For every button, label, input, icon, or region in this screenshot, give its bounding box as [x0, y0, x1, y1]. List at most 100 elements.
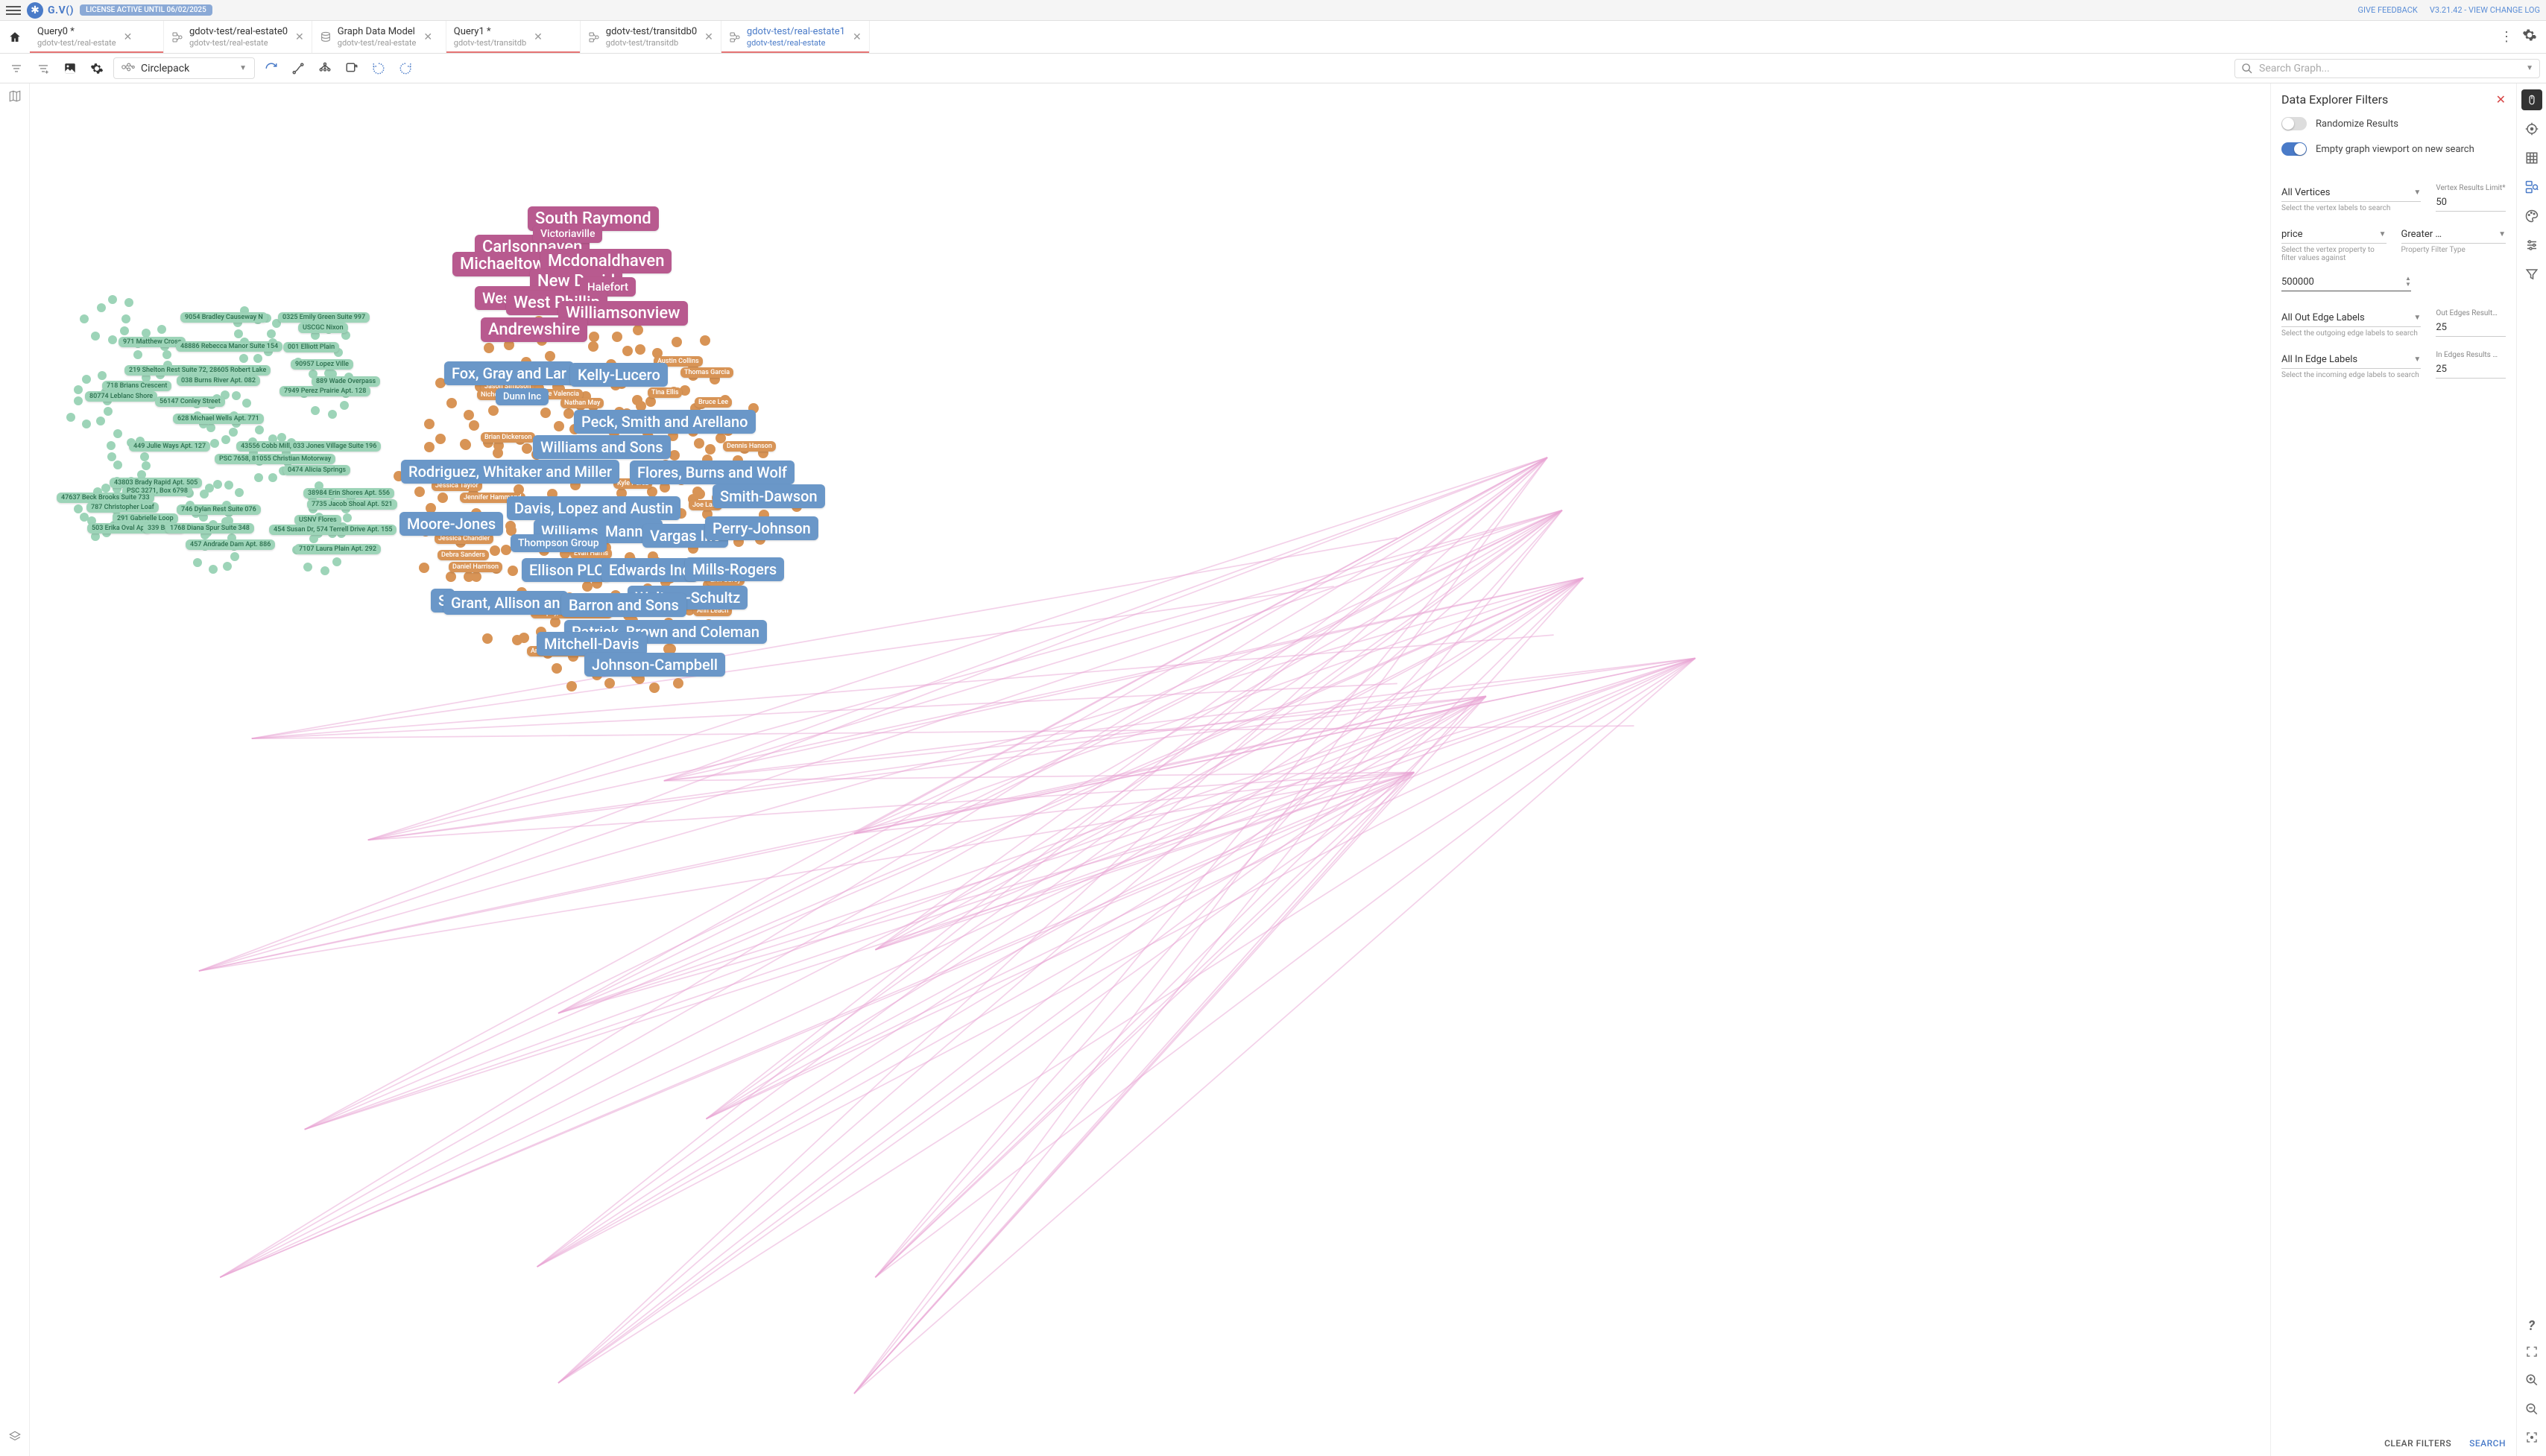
- graph-node-dot[interactable]: [508, 566, 518, 576]
- graph-node[interactable]: Nathan May: [560, 398, 604, 408]
- caret-down-icon[interactable]: ▼: [2526, 64, 2533, 72]
- graph-node-dot[interactable]: [108, 295, 117, 304]
- close-icon[interactable]: ✕: [853, 31, 862, 43]
- palette-icon[interactable]: [2525, 209, 2539, 227]
- graph-node[interactable]: 47637 Beck Brooks Suite 733: [57, 493, 154, 503]
- graph-node-dot[interactable]: [705, 444, 716, 455]
- graph-node[interactable]: Smith-Dawson: [713, 484, 825, 508]
- graph-node-dot[interactable]: [107, 452, 116, 461]
- graph-node-dot[interactable]: [612, 332, 622, 342]
- graph-node-dot[interactable]: [540, 408, 551, 418]
- graph-node[interactable]: Grant, Allison an: [443, 591, 568, 615]
- tab[interactable]: Query1 *gdotv-test/transitdb✕: [446, 21, 581, 53]
- help-icon[interactable]: ?: [2528, 1318, 2535, 1334]
- graph-node[interactable]: Debra Sanders: [438, 550, 489, 560]
- graph-node-dot[interactable]: [484, 343, 494, 353]
- graph-node[interactable]: Williams and Sons: [533, 435, 671, 459]
- graph-node-dot[interactable]: [205, 484, 214, 493]
- graph-node-dot[interactable]: [96, 417, 105, 425]
- graph-node-dot[interactable]: [223, 562, 232, 571]
- vertices-select[interactable]: All Vertices ▼: [2281, 184, 2421, 202]
- out-limit-input[interactable]: 25: [2436, 319, 2506, 337]
- sliders-icon[interactable]: [2525, 238, 2539, 256]
- settings-icon[interactable]: [2522, 28, 2537, 46]
- graph-node-dot[interactable]: [563, 408, 574, 419]
- graph-node-dot[interactable]: [519, 633, 529, 643]
- graph-node[interactable]: 219 Shelton Rest Suite 72, 28605 Robert …: [124, 365, 271, 376]
- graph-node-dot[interactable]: [157, 325, 166, 334]
- vertex-limit-input[interactable]: 50: [2436, 194, 2506, 212]
- home-icon[interactable]: [0, 21, 30, 53]
- table-icon[interactable]: [2525, 151, 2539, 168]
- graph-node[interactable]: USNV Flores: [294, 515, 341, 525]
- graph-node-dot[interactable]: [505, 521, 516, 531]
- graph-node[interactable]: 48886 Rebecca Manor Suite 154: [176, 341, 282, 352]
- graph-node-dot[interactable]: [120, 326, 129, 335]
- graph-node[interactable]: Tina Ellis: [648, 387, 682, 398]
- graph-node[interactable]: Fox, Gray and Lar: [444, 361, 574, 385]
- graph-node[interactable]: Victoriaville: [533, 225, 602, 243]
- graph-node[interactable]: PSC 7658, 81055 Christian Motorway: [215, 454, 335, 464]
- graph-node-dot[interactable]: [66, 413, 75, 422]
- graph-node[interactable]: Thompson Group: [511, 534, 607, 552]
- graph-node-dot[interactable]: [490, 545, 500, 556]
- graph-node-dot[interactable]: [604, 678, 615, 689]
- graph-node-dot[interactable]: [309, 534, 318, 543]
- graph-node[interactable]: Rodriguez, Whitaker and Miller: [401, 460, 619, 484]
- tab[interactable]: gdotv-test/real-estate1gdotv-test/real-e…: [721, 21, 870, 53]
- graph-node[interactable]: 449 Julie Ways Apt. 127: [129, 441, 210, 452]
- graph-node[interactable]: Kelly-Lucero: [570, 363, 668, 387]
- graph-node[interactable]: 628 Michael Wells Apt. 771: [173, 414, 264, 424]
- zoom-out-icon[interactable]: [2525, 1402, 2539, 1419]
- graph-node[interactable]: Peck, Smith and Arellano: [574, 410, 756, 434]
- graph-node[interactable]: Ellison PLC: [522, 558, 611, 582]
- graph-node[interactable]: Daniel Harrison: [449, 562, 502, 572]
- spinner-icon[interactable]: ▲▼: [2405, 276, 2411, 288]
- feedback-link[interactable]: GIVE FEEDBACK: [2358, 5, 2418, 15]
- graph-node-dot[interactable]: [320, 566, 329, 575]
- graph-node[interactable]: 746 Dylan Rest Suite 076: [177, 504, 261, 515]
- graph-node-dot[interactable]: [229, 428, 238, 437]
- graph-node[interactable]: Andrewshire: [481, 317, 587, 342]
- graph-node-dot[interactable]: [91, 332, 100, 341]
- graph-node-dot[interactable]: [121, 314, 130, 323]
- graph-node[interactable]: 7107 Laura Plain Apt. 292: [294, 544, 381, 554]
- graph-node-dot[interactable]: [230, 552, 239, 561]
- layers-icon[interactable]: [8, 1431, 22, 1447]
- graph-node-dot[interactable]: [340, 401, 349, 410]
- graph-node[interactable]: 56147 Conley Street: [155, 396, 225, 407]
- search-box[interactable]: ▼: [2234, 59, 2540, 78]
- in-limit-input[interactable]: 25: [2436, 361, 2506, 379]
- graph-node-dot[interactable]: [545, 351, 555, 361]
- graph-node[interactable]: 001 Elliott Plain: [283, 342, 339, 352]
- graph-node[interactable]: 0474 Alicia Springs: [283, 465, 350, 475]
- fit-icon[interactable]: [2526, 1431, 2538, 1447]
- graph-node-dot[interactable]: [82, 375, 91, 384]
- graph-node-dot[interactable]: [74, 385, 83, 394]
- graph-node-dot[interactable]: [74, 396, 83, 405]
- graph-node-dot[interactable]: [424, 442, 435, 452]
- graph-node[interactable]: 787 Christopher Loaf: [86, 502, 159, 513]
- graph-node[interactable]: 291 Gabrielle Loop: [113, 513, 178, 524]
- search-input[interactable]: [2259, 63, 2520, 75]
- graph-node-dot[interactable]: [501, 545, 511, 555]
- graph-node-dot[interactable]: [672, 337, 682, 347]
- path-icon[interactable]: [288, 58, 309, 79]
- graph-node-dot[interactable]: [80, 314, 89, 323]
- graph-node-dot[interactable]: [193, 558, 202, 567]
- graph-node-dot[interactable]: [234, 329, 243, 338]
- graph-node-dot[interactable]: [328, 410, 337, 419]
- graph-node-dot[interactable]: [74, 504, 83, 513]
- graph-node[interactable]: 454 Susan Dr, 574 Terrell Drive Apt. 155: [269, 525, 397, 535]
- clear-filters-button[interactable]: CLEAR FILTERS: [2384, 1438, 2451, 1449]
- graph-node-dot[interactable]: [554, 421, 564, 431]
- graph-node-dot[interactable]: [104, 407, 113, 416]
- graph-node-dot[interactable]: [235, 488, 244, 497]
- graph-node-dot[interactable]: [635, 344, 645, 355]
- map-icon[interactable]: [8, 89, 22, 107]
- graph-node[interactable]: Flores, Burns and Wolf: [630, 460, 795, 484]
- graph-node[interactable]: Moore-Jones: [399, 512, 503, 536]
- tab[interactable]: Query0 *gdotv-test/real-estate✕: [30, 21, 164, 53]
- out-edges-select[interactable]: All Out Edge Labels ▼: [2281, 309, 2421, 327]
- close-icon[interactable]: ✕: [534, 31, 543, 43]
